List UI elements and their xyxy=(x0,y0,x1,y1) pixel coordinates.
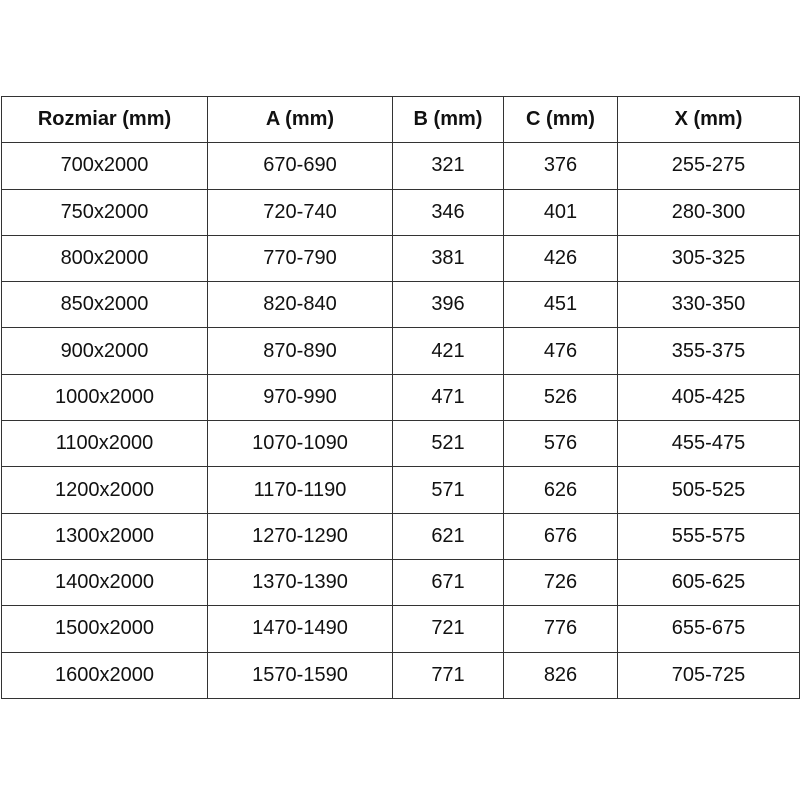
cell-size: 1600x2000 xyxy=(1,651,208,699)
cell-b: 621 xyxy=(392,512,504,560)
header-x: X (mm) xyxy=(617,95,800,144)
cell-c: 626 xyxy=(503,466,618,514)
cell-a: 820-840 xyxy=(207,281,393,329)
cell-c: 451 xyxy=(503,281,618,329)
table-row: 900x2000 870-890 421 476 355-375 xyxy=(1,327,800,375)
cell-a: 870-890 xyxy=(207,327,393,375)
cell-a: 1070-1090 xyxy=(207,420,393,468)
cell-c: 476 xyxy=(503,327,618,375)
header-b: B (mm) xyxy=(392,95,504,144)
cell-b: 771 xyxy=(392,651,504,699)
cell-size: 850x2000 xyxy=(1,281,208,329)
cell-b: 381 xyxy=(392,234,504,283)
cell-a: 1370-1390 xyxy=(207,558,393,607)
cell-size: 750x2000 xyxy=(1,188,208,236)
cell-size: 1300x2000 xyxy=(1,512,208,560)
cell-size: 1200x2000 xyxy=(1,466,208,514)
cell-size: 800x2000 xyxy=(1,234,208,283)
table-row: 750x2000 720-740 346 401 280-300 xyxy=(1,188,800,236)
cell-x: 555-575 xyxy=(617,512,800,560)
header-size: Rozmiar (mm) xyxy=(1,95,208,144)
dimensions-table: Rozmiar (mm) A (mm) B (mm) C (mm) X (mm)… xyxy=(1,95,800,699)
cell-b: 721 xyxy=(392,605,504,653)
cell-x: 505-525 xyxy=(617,466,800,514)
table-row: 1500x2000 1470-1490 721 776 655-675 xyxy=(1,605,800,653)
cell-b: 421 xyxy=(392,327,504,375)
cell-a: 1470-1490 xyxy=(207,605,393,653)
cell-size: 1500x2000 xyxy=(1,605,208,653)
cell-a: 1170-1190 xyxy=(207,466,393,514)
header-a: A (mm) xyxy=(207,95,393,144)
cell-c: 576 xyxy=(503,420,618,468)
cell-c: 776 xyxy=(503,605,618,653)
cell-x: 405-425 xyxy=(617,373,800,422)
table-row: 1400x2000 1370-1390 671 726 605-625 xyxy=(1,558,800,607)
cell-a: 1270-1290 xyxy=(207,512,393,560)
cell-a: 670-690 xyxy=(207,142,393,190)
cell-c: 426 xyxy=(503,234,618,283)
cell-x: 305-325 xyxy=(617,234,800,283)
cell-size: 1000x2000 xyxy=(1,373,208,422)
cell-x: 280-300 xyxy=(617,188,800,236)
table-row: 700x2000 670-690 321 376 255-275 xyxy=(1,142,800,190)
cell-size: 1400x2000 xyxy=(1,558,208,607)
table-row: 850x2000 820-840 396 451 330-350 xyxy=(1,281,800,329)
cell-size: 1100x2000 xyxy=(1,420,208,468)
cell-c: 676 xyxy=(503,512,618,560)
table-row: 1300x2000 1270-1290 621 676 555-575 xyxy=(1,512,800,560)
cell-c: 376 xyxy=(503,142,618,190)
cell-c: 826 xyxy=(503,651,618,699)
header-c: C (mm) xyxy=(503,95,618,144)
cell-size: 700x2000 xyxy=(1,142,208,190)
cell-x: 655-675 xyxy=(617,605,800,653)
table-row: 1000x2000 970-990 471 526 405-425 xyxy=(1,373,800,422)
cell-x: 255-275 xyxy=(617,142,800,190)
cell-x: 355-375 xyxy=(617,327,800,375)
cell-a: 770-790 xyxy=(207,234,393,283)
cell-b: 471 xyxy=(392,373,504,422)
cell-b: 671 xyxy=(392,558,504,607)
cell-a: 970-990 xyxy=(207,373,393,422)
cell-x: 330-350 xyxy=(617,281,800,329)
table-row: 800x2000 770-790 381 426 305-325 xyxy=(1,234,800,283)
cell-b: 346 xyxy=(392,188,504,236)
cell-b: 321 xyxy=(392,142,504,190)
table-row: 1200x2000 1170-1190 571 626 505-525 xyxy=(1,466,800,514)
cell-x: 455-475 xyxy=(617,420,800,468)
cell-x: 605-625 xyxy=(617,558,800,607)
cell-c: 526 xyxy=(503,373,618,422)
table-row: 1100x2000 1070-1090 521 576 455-475 xyxy=(1,420,800,468)
cell-a: 720-740 xyxy=(207,188,393,236)
cell-x: 705-725 xyxy=(617,651,800,699)
cell-b: 396 xyxy=(392,281,504,329)
cell-c: 726 xyxy=(503,558,618,607)
cell-c: 401 xyxy=(503,188,618,236)
cell-size: 900x2000 xyxy=(1,327,208,375)
cell-b: 521 xyxy=(392,420,504,468)
table-row: 1600x2000 1570-1590 771 826 705-725 xyxy=(1,651,800,699)
cell-a: 1570-1590 xyxy=(207,651,393,699)
header-row: Rozmiar (mm) A (mm) B (mm) C (mm) X (mm) xyxy=(1,95,800,144)
cell-b: 571 xyxy=(392,466,504,514)
